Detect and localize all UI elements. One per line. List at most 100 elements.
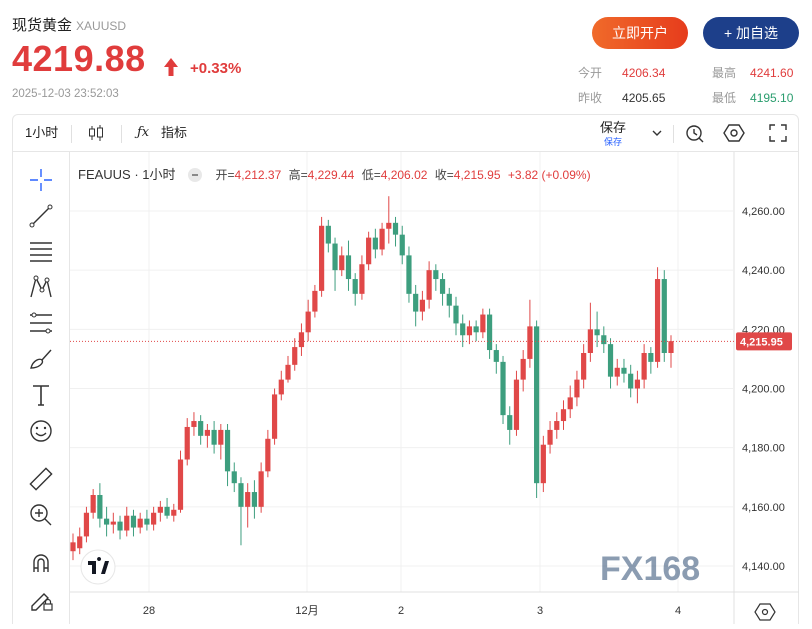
ruler-icon[interactable] [27,465,55,493]
legend-low: 4,206.02 [380,168,428,182]
candle-body [285,364,291,380]
instrument-name: 现货黄金 [12,17,73,34]
y-tick-label: 4,140.00 [742,561,785,573]
candle-body [224,429,231,472]
quote-prev: 昨收 4205.65 [578,89,665,106]
fx-icon[interactable]: ƒx [137,125,150,140]
candle-body [238,483,244,507]
candle-body [594,329,600,336]
candle-body [144,518,150,525]
tradingview-logo-icon[interactable] [80,549,116,585]
alert-clock-icon[interactable] [685,123,705,143]
candle-body [560,409,567,422]
candle-body [83,512,90,537]
pattern-icon[interactable] [27,273,55,301]
candle-body [406,255,412,294]
fib-levels-icon[interactable] [27,309,55,337]
candle-body [70,542,76,552]
quote-open-value: 4206.34 [622,66,666,80]
collapse-legend-icon[interactable] [187,167,202,182]
candle-body [265,438,271,472]
zoom-in-icon[interactable] [27,501,55,529]
candle-body [110,521,116,525]
legend-close: 4,215.95 [453,168,501,182]
candle-body [386,222,392,229]
open-account-button[interactable]: 立即开户 [592,17,688,49]
candle-body [204,429,210,436]
candle-body [473,326,479,333]
candle-body [339,255,345,271]
quote-high: 最高 4241.60 [712,64,793,81]
candles-icon[interactable] [87,124,105,142]
candle-body [587,329,593,353]
candle-body [251,492,258,507]
settings-icon[interactable] [723,123,745,143]
legend-high-label: 高= [288,168,308,182]
instrument-symbol: XAUUSD [76,19,127,33]
emoji-icon[interactable] [27,417,55,445]
lock-drawings-icon[interactable] [27,585,55,613]
candle-body [177,459,184,510]
candle-body [332,243,338,271]
candle-body [534,326,540,484]
timestamp: 2025-12-03 23:52:03 [12,88,119,100]
candle-body [184,426,190,460]
candle-body [466,326,473,336]
interval-selector[interactable]: 1小时 [25,125,59,140]
chart-area[interactable]: FX168 4,260.00 4,240.00 4,220.00 4,200.00 4,1… [70,152,799,624]
save-button[interactable]: 保存 [600,120,627,135]
candle-body [352,279,358,294]
candle-body [513,379,520,430]
candle-body [547,429,553,445]
text-tool-icon[interactable] [27,381,55,409]
add-watchlist-button[interactable]: + 加自选 [703,17,799,49]
legend-open: 4,212.37 [234,168,282,182]
candle-body [325,225,331,244]
candle-body [218,429,224,445]
chevron-down-icon[interactable] [652,129,662,137]
candle-body [231,471,237,484]
legend-change: +3.82 (+0.09%) [507,168,591,182]
candle-body [271,394,278,439]
magnet-icon[interactable] [27,549,55,577]
fullscreen-icon[interactable] [769,124,787,142]
quote-high-value: 4241.60 [750,66,794,80]
legend-separator: · [130,167,143,182]
candle-body [305,311,311,333]
candle-body [103,518,110,525]
candle-body [90,495,96,513]
candle-body [527,326,533,359]
candle-body [245,492,251,507]
legend-close-label: 收= [434,168,454,182]
quote-low-value: 4195.10 [750,91,794,105]
crosshair-icon[interactable] [27,166,55,194]
candle-body [292,347,298,365]
candle-body [480,314,486,333]
toolbar-divider [71,125,72,143]
candle-body [486,314,493,351]
indicators-button[interactable]: 指标 [161,125,188,140]
last-price-tag [736,332,792,351]
candle-body [426,270,432,300]
x-tick-label: 12月 [295,605,318,617]
candle-body [157,506,163,513]
brush-icon[interactable] [27,345,55,373]
legend-open-label: 开= [215,168,235,182]
candle-body [628,373,634,389]
candle-body [439,279,446,294]
instrument-title: 现货黄金 XAUUSD [12,14,126,35]
candle-body [151,512,157,525]
horizontal-lines-icon[interactable] [27,237,55,265]
candle-body [124,515,130,531]
candle-body [413,293,419,312]
save-sublabel: 保存 [604,137,623,147]
trend-line-icon[interactable] [27,202,55,230]
candle-body [366,237,372,265]
x-tick-label: 3 [537,605,543,617]
candle-body [520,358,526,380]
candlestick-chart[interactable]: FX1684,260.004,240.004,220.004,200.004,1… [70,152,799,624]
chart-settings-icon[interactable] [754,603,776,621]
candle-body [399,234,405,256]
y-tick-label: 4,180.00 [742,443,785,455]
x-tick-label: 2 [398,605,404,617]
